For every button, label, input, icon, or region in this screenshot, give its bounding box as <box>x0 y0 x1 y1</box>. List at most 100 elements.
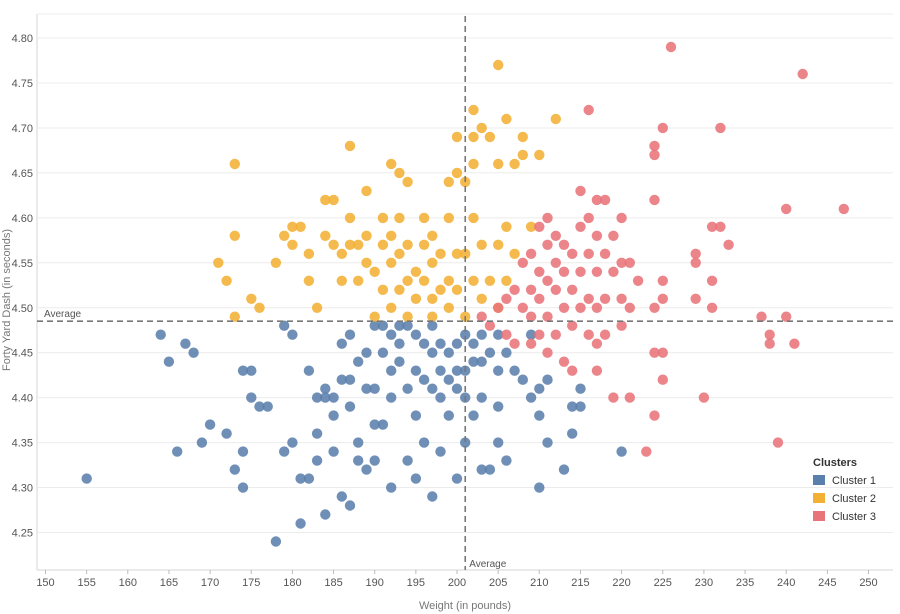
data-point-cluster-1 <box>320 509 331 520</box>
data-point-cluster-3 <box>657 347 668 358</box>
data-point-cluster-3 <box>575 266 586 277</box>
x-tick-label: 215 <box>571 577 589 589</box>
data-point-cluster-1 <box>279 320 290 331</box>
data-point-cluster-1 <box>172 446 183 457</box>
data-point-cluster-1 <box>476 464 487 475</box>
data-point-cluster-1 <box>451 473 463 484</box>
data-point-cluster-3 <box>706 275 718 286</box>
data-point-cluster-1 <box>196 437 208 448</box>
data-point-cluster-1 <box>402 383 413 394</box>
data-point-cluster-2 <box>476 293 487 304</box>
data-point-cluster-1 <box>443 374 454 385</box>
data-point-cluster-1 <box>328 446 339 457</box>
data-point-cluster-3 <box>657 122 668 134</box>
data-point-cluster-3 <box>583 293 594 304</box>
data-point-cluster-3 <box>772 437 784 448</box>
data-point-cluster-1 <box>542 374 553 385</box>
data-point-cluster-3 <box>649 140 660 152</box>
data-point-cluster-3 <box>534 221 545 232</box>
data-point-cluster-3 <box>591 194 603 206</box>
data-point-cluster-1 <box>558 464 570 475</box>
data-point-cluster-2 <box>311 302 323 313</box>
data-point-cluster-1 <box>303 473 315 484</box>
y-tick-label: 4.35 <box>12 438 33 450</box>
x-tick-label: 160 <box>119 577 137 589</box>
data-point-cluster-2 <box>344 239 356 250</box>
y-tick-label: 4.65 <box>12 168 33 180</box>
legend-label-cluster-3: Cluster 3 <box>832 511 876 523</box>
data-point-cluster-1 <box>427 383 438 394</box>
data-point-cluster-1 <box>410 473 422 484</box>
data-point-cluster-1 <box>386 482 397 493</box>
data-point-cluster-2 <box>303 248 315 259</box>
data-point-cluster-3 <box>567 320 578 331</box>
data-point-cluster-1 <box>534 383 545 394</box>
data-point-cluster-3 <box>616 293 627 304</box>
data-point-cluster-3 <box>698 392 710 403</box>
data-point-cluster-2 <box>443 275 454 286</box>
data-point-cluster-2 <box>468 158 479 170</box>
data-point-cluster-1 <box>418 437 430 448</box>
data-point-cluster-1 <box>410 365 422 376</box>
x-tick-label: 210 <box>530 577 548 589</box>
data-point-cluster-3 <box>476 311 487 322</box>
data-point-cluster-3 <box>608 230 619 241</box>
data-point-cluster-2 <box>336 248 347 259</box>
x-tick-label: 195 <box>407 577 425 589</box>
data-point-cluster-2 <box>410 266 422 277</box>
data-point-cluster-3 <box>550 230 561 241</box>
data-point-cluster-2 <box>501 275 512 286</box>
data-point-cluster-2 <box>493 158 504 170</box>
data-point-cluster-2 <box>451 284 463 295</box>
data-point-cluster-1 <box>501 455 512 466</box>
data-point-cluster-1 <box>295 518 306 529</box>
data-point-cluster-3 <box>583 329 594 340</box>
data-point-cluster-3 <box>781 311 792 322</box>
data-point-cluster-1 <box>460 329 471 340</box>
data-point-cluster-3 <box>567 248 578 259</box>
data-point-cluster-3 <box>649 149 660 161</box>
data-point-cluster-1 <box>567 428 578 439</box>
data-point-cluster-3 <box>797 68 808 80</box>
data-point-cluster-1 <box>534 482 545 493</box>
data-point-cluster-3 <box>591 365 603 376</box>
data-point-cluster-2 <box>394 212 405 224</box>
data-point-cluster-2 <box>229 311 240 322</box>
data-point-cluster-3 <box>599 194 611 206</box>
data-point-cluster-1 <box>468 338 479 349</box>
data-point-cluster-2 <box>427 293 438 304</box>
data-point-cluster-1 <box>435 392 446 403</box>
data-point-cluster-3 <box>550 284 561 295</box>
x-tick-label: 190 <box>366 577 384 589</box>
y-tick-label: 4.80 <box>12 33 33 45</box>
data-point-cluster-1 <box>353 356 364 367</box>
x-tick-label: 175 <box>242 577 260 589</box>
data-point-cluster-1 <box>468 356 479 367</box>
data-point-cluster-2 <box>402 311 413 322</box>
data-point-cluster-2 <box>525 221 537 232</box>
data-point-cluster-2 <box>270 257 282 268</box>
x-tick-label: 180 <box>283 577 301 589</box>
y-tick-label: 4.25 <box>12 528 33 540</box>
data-point-cluster-2 <box>493 239 504 250</box>
data-point-cluster-1 <box>344 329 356 340</box>
data-point-cluster-3 <box>525 248 537 259</box>
data-point-cluster-1 <box>476 356 487 367</box>
legend-swatch-cluster-3 <box>813 511 825 521</box>
data-point-cluster-2 <box>386 230 397 241</box>
data-point-cluster-1 <box>353 437 364 448</box>
y-tick-label: 4.30 <box>12 483 33 495</box>
data-point-cluster-1 <box>237 365 249 376</box>
data-point-cluster-2 <box>361 185 372 197</box>
data-point-cluster-1 <box>451 338 463 349</box>
data-point-cluster-3 <box>575 302 586 313</box>
data-point-cluster-3 <box>781 203 792 215</box>
data-point-cluster-1 <box>525 392 537 403</box>
data-point-cluster-2 <box>377 284 389 295</box>
data-point-cluster-1 <box>394 356 405 367</box>
data-point-cluster-3 <box>624 257 635 268</box>
y-tick-label: 4.45 <box>12 348 33 360</box>
data-point-cluster-2 <box>402 275 413 286</box>
data-point-cluster-2 <box>246 293 257 304</box>
